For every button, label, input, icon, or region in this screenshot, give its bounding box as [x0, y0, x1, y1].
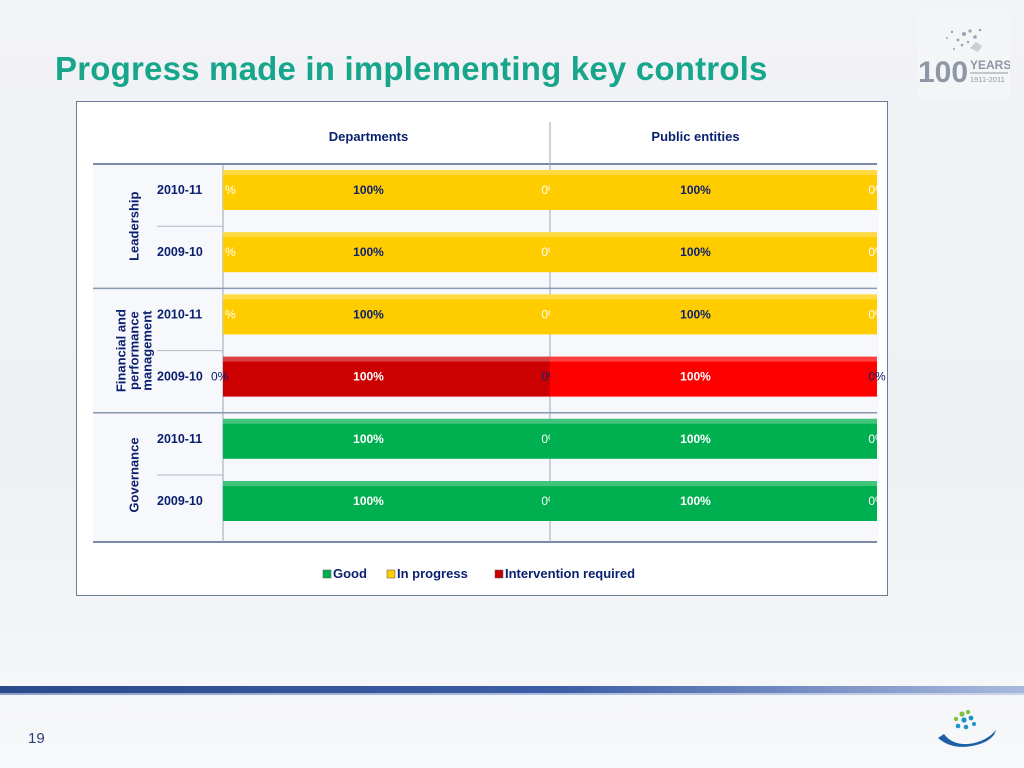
data-label-value: 100%	[680, 307, 711, 321]
data-label-zero: 0%	[868, 370, 886, 384]
data-label-zero: 0%	[211, 370, 229, 384]
slide-title: Progress made in implementing key contro…	[55, 50, 768, 87]
data-label-value: 100%	[680, 494, 711, 508]
logo-years: 1911-2011	[970, 75, 1005, 84]
data-label-value: 100%	[353, 245, 384, 259]
data-label-value: 100%	[680, 245, 711, 259]
bar-highlight	[550, 418, 877, 424]
logo-number: 100	[918, 56, 968, 89]
data-label-zero: 0%	[868, 494, 886, 508]
bar-highlight	[550, 294, 877, 300]
bar-highlight	[550, 481, 877, 486]
progress-chart: Departments Public entities Leadership 2010…	[93, 122, 886, 581]
column-header-public-entities: Public entities	[651, 129, 739, 144]
anniversary-100-years-logo: 100 YEARS 1911-2011	[918, 10, 1010, 100]
row-year-label: 2010-11	[157, 432, 202, 446]
data-label-zero-truncated: %	[225, 183, 236, 197]
bar-good	[223, 481, 550, 521]
bar-highlight	[550, 356, 877, 362]
legend-swatch-in-progress	[386, 569, 396, 579]
bar-in-progress	[223, 170, 550, 210]
row-year-label: 2009-10	[157, 370, 203, 384]
data-label-zero-truncated: %	[225, 307, 236, 321]
row-year-label: 2009-10	[157, 245, 203, 259]
bar-in-progress	[223, 232, 550, 273]
legend-label-intervention-required: Intervention required	[505, 566, 635, 581]
legend-swatch-good	[322, 569, 332, 579]
footer-band-highlight	[0, 693, 1024, 695]
bar-in-progress	[550, 294, 877, 335]
column-header-departments: Departments	[329, 129, 408, 144]
group-label-0: Leadership	[126, 191, 141, 260]
legend-swatch-intervention-required	[494, 569, 504, 579]
bar-highlight	[223, 481, 550, 486]
bar-good	[550, 481, 877, 521]
data-label-value: 100%	[680, 370, 711, 384]
group-label-1: Financial and	[113, 309, 128, 392]
data-label-zero-truncated: %	[225, 245, 236, 259]
group-label-1: performance	[126, 311, 141, 390]
bar-good	[550, 418, 877, 459]
plot-area	[93, 164, 879, 542]
chart-frame: Departments Public entities Leadership 2010…	[76, 101, 888, 596]
bar-in-progress	[550, 170, 877, 210]
group-label-2: Governance	[126, 437, 141, 512]
logo-word: YEARS	[970, 58, 1010, 72]
legend-label-good: Good	[333, 566, 367, 581]
organisation-logo-icon	[938, 709, 996, 747]
data-label-zero: 0%	[868, 307, 886, 321]
data-label-value: 100%	[353, 307, 384, 321]
group-label-1: management	[139, 310, 154, 391]
data-label-value: 100%	[353, 370, 384, 384]
bar-highlight	[223, 356, 550, 362]
footer-band	[0, 686, 1024, 693]
legend-label-in-progress: In progress	[397, 566, 468, 581]
bar-highlight	[550, 170, 877, 175]
bar-intervention-required	[223, 356, 550, 397]
data-label-zero: 0%	[868, 183, 886, 197]
bar-in-progress	[223, 294, 550, 335]
data-label-zero: 0%	[868, 245, 886, 259]
data-label-value: 100%	[680, 432, 711, 446]
bar-highlight	[223, 294, 550, 300]
data-label-zero: 0%	[868, 432, 886, 446]
bar-highlight	[223, 418, 550, 424]
data-label-value: 100%	[353, 432, 384, 446]
row-year-label: 2010-11	[157, 183, 202, 197]
bar-highlight	[550, 232, 877, 238]
bar-highlight	[223, 170, 550, 175]
bar-in-progress	[550, 232, 877, 273]
data-label-value: 100%	[353, 183, 384, 197]
bar-intervention-required	[550, 356, 877, 397]
row-year-label: 2009-10	[157, 494, 203, 508]
page-number: 19	[28, 730, 45, 747]
bar-highlight	[223, 232, 550, 238]
bar-good	[223, 418, 550, 459]
data-label-value: 100%	[680, 183, 711, 197]
row-year-label: 2010-11	[157, 307, 202, 321]
data-label-value: 100%	[353, 494, 384, 508]
